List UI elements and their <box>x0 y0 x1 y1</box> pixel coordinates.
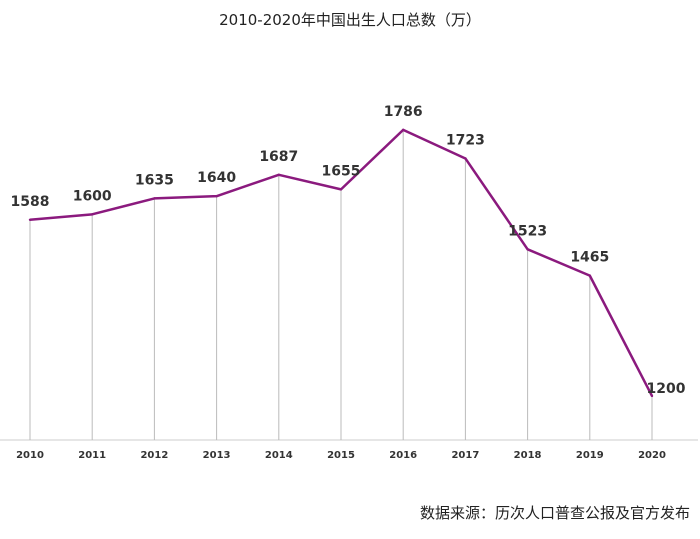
data-point <box>339 188 343 191</box>
chart-source: 数据来源：历次人口普查公报及官方发布 <box>419 504 690 522</box>
data-label: 1723 <box>446 132 485 148</box>
data-label: 1465 <box>570 250 609 266</box>
data-label: 1600 <box>73 188 112 204</box>
data-label: 1200 <box>647 381 686 397</box>
x-tick-label: 2015 <box>327 450 355 461</box>
data-point <box>526 248 529 251</box>
data-label: 1786 <box>384 104 423 120</box>
x-tick-label: 2016 <box>389 450 417 461</box>
chart-title: 2010-2020年中国出生人口总数（万） <box>219 11 481 29</box>
x-tick-label: 2013 <box>203 450 231 461</box>
data-point <box>215 194 218 198</box>
data-point <box>28 218 32 221</box>
data-point <box>153 197 156 200</box>
data-label: 1635 <box>135 172 174 188</box>
data-label: 1655 <box>322 163 361 179</box>
data-point <box>588 274 591 277</box>
x-tick-label: 2010 <box>16 450 44 461</box>
x-tick-label: 2017 <box>451 450 479 461</box>
x-tick-label: 2019 <box>576 450 604 461</box>
x-tick-label: 2011 <box>78 450 106 461</box>
x-tick-label: 2020 <box>638 450 666 461</box>
data-point <box>91 213 94 216</box>
data-point <box>650 394 654 398</box>
data-label: 1588 <box>11 194 50 210</box>
x-tick-label: 2014 <box>265 450 293 461</box>
data-label: 1687 <box>259 149 298 165</box>
x-tick-label: 2018 <box>514 450 542 461</box>
data-point <box>277 173 280 177</box>
data-label: 1640 <box>197 170 236 186</box>
data-point <box>464 157 467 160</box>
data-label: 1523 <box>508 223 547 239</box>
data-point <box>402 128 405 132</box>
x-tick-label: 2012 <box>140 450 168 461</box>
